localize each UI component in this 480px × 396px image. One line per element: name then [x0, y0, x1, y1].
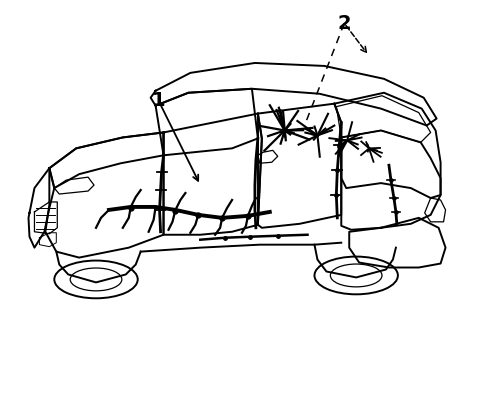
Ellipse shape	[330, 264, 382, 287]
Ellipse shape	[54, 261, 138, 298]
Text: 2: 2	[337, 14, 351, 33]
Ellipse shape	[314, 257, 398, 294]
Ellipse shape	[70, 268, 122, 291]
Text: 1: 1	[152, 91, 166, 110]
